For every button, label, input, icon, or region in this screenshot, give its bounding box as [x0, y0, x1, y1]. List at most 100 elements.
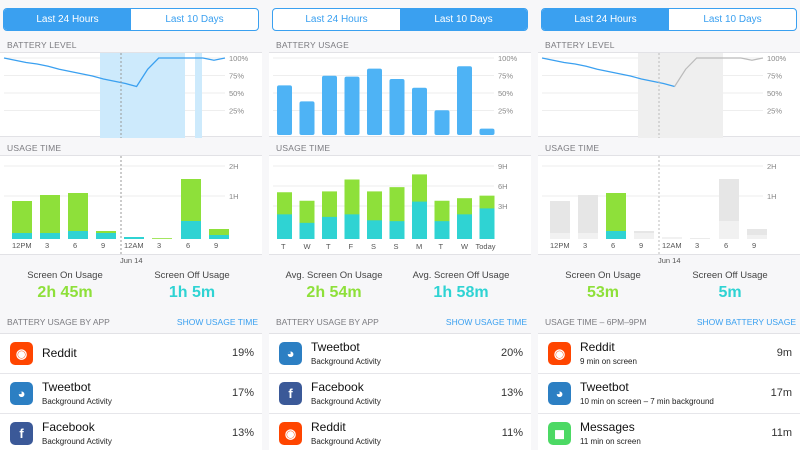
y-tick-label: 3H [498, 202, 508, 211]
battery-chart-svg: 100% 75% 50% 25% [541, 53, 787, 138]
tab-last-10-days[interactable]: Last 10 Days [400, 9, 527, 30]
y-tick-label: 50% [767, 89, 782, 98]
facebook-icon: f [279, 382, 302, 405]
usage-bar-off [68, 231, 88, 239]
app-list-title: BATTERY USAGE BY APP [7, 317, 110, 327]
panel-usage-detail: Last 24 Hours Last 10 Days BATTERY LEVEL 10… [538, 0, 800, 450]
app-row[interactable]: ◉ Reddit Background Activity 11% [269, 414, 531, 450]
app-row[interactable]: f Facebook Background Activity 13% [0, 414, 262, 450]
app-row[interactable]: ◉ Reddit 19% [0, 334, 262, 374]
y-tick-label: 6H [498, 182, 508, 191]
usage-bar-off [747, 235, 767, 239]
tab-last-24-hours[interactable]: Last 24 Hours [4, 9, 131, 30]
y-tick-label: 100% [498, 54, 518, 63]
app-row[interactable]: ◕ Tweetbot Background Activity 17% [0, 374, 262, 414]
battery-chart: 100% 75% 50% 25% [269, 52, 531, 137]
x-tick-label: 6 [73, 241, 77, 250]
battery-section-label: BATTERY LEVEL [545, 40, 615, 50]
usage-bar-off [181, 221, 201, 239]
tab-last-10-days[interactable]: Last 10 Days [703, 14, 762, 25]
battery-line [3, 57, 226, 88]
app-name: Facebook [42, 420, 95, 434]
x-tick-label: 3 [157, 241, 161, 250]
app-list: ◕ Tweetbot Background Activity 20% f Facebook… [269, 333, 531, 450]
app-name: Tweetbot [311, 340, 360, 354]
panel-last-24-hours: Last 24 Hours Last 10 Days BATTERY LEVEL 10… [0, 0, 262, 450]
app-name: Tweetbot [42, 380, 91, 394]
app-name: Reddit [311, 420, 346, 434]
usage-bar-off [124, 237, 144, 239]
usage-bar-off [96, 233, 116, 239]
x-tick-label: T [281, 242, 286, 251]
x-tick-label: 12AM [124, 241, 144, 250]
usage-chart: 2H 1H 12PM 3 6 9 12AM 3 6 9 [538, 155, 800, 256]
x-tick-label: F [349, 242, 354, 251]
app-list-title: USAGE TIME – 6PM–9PM [545, 317, 647, 327]
messages-icon: ◼ [548, 422, 571, 445]
app-value: 9m [776, 347, 792, 359]
range-segmented-control[interactable]: Last 24 Hours Last 10 Days [272, 8, 528, 31]
app-row[interactable]: f Facebook Background Activity 13% [269, 374, 531, 414]
toggle-list-mode-link[interactable]: SHOW BATTERY USAGE [696, 317, 796, 327]
app-list-title: BATTERY USAGE BY APP [276, 317, 379, 327]
toggle-list-mode-link[interactable]: SHOW USAGE TIME [445, 317, 527, 327]
app-row[interactable]: ◼ Messages 11 min on screen 11m [538, 414, 800, 450]
usage-chart-svg: 9H 6H 3H T W T F S S M T W Today [273, 162, 508, 251]
app-row[interactable]: ◕ Tweetbot 10 min on screen – 7 min backgr… [538, 374, 800, 414]
battery-usage-bar [322, 75, 337, 135]
app-list-header: USAGE TIME – 6PM–9PM SHOW BATTERY USAGE [545, 317, 796, 327]
x-tick-label: 9 [101, 241, 105, 250]
toggle-list-mode-link[interactable]: SHOW USAGE TIME [176, 317, 258, 327]
battery-usage-bar [299, 101, 315, 135]
usage-bar-off [322, 216, 337, 239]
x-tick-label: W [304, 242, 312, 251]
usage-chart: 9H 6H 3H T W T F S S M T W Today [269, 155, 531, 255]
y-tick-label: 1H [767, 192, 777, 201]
app-value: 17m [770, 387, 792, 399]
app-subtitle: Background Activity [311, 357, 381, 366]
app-row[interactable]: ◉ Reddit 9 min on screen 9m [538, 334, 800, 374]
app-name: Reddit [42, 346, 77, 360]
x-tick-label: 12PM [12, 241, 32, 250]
usage-bar-off [277, 214, 292, 239]
app-value: 17% [231, 387, 254, 399]
battery-usage-bar [277, 85, 292, 135]
tweetbot-icon: ◕ [10, 382, 33, 405]
usage-bar-on [578, 195, 598, 239]
stat-screen-on-value: 53m [586, 284, 620, 301]
tab-last-10-days[interactable]: Last 10 Days [165, 14, 224, 25]
tab-last-24-hours[interactable]: Last 24 Hours [542, 9, 669, 30]
reddit-icon: ◉ [279, 422, 302, 445]
x-tick-label: 6 [186, 241, 190, 250]
usage-chart-svg: 2H 1H 12PM 3 6 9 12AM 3 6 9 [4, 156, 239, 256]
x-tick-label: 3 [583, 241, 587, 250]
usage-bar-off [389, 221, 405, 239]
usage-bar-on [68, 193, 88, 239]
y-tick-label: 25% [767, 107, 782, 116]
tab-last-24-hours[interactable]: Last 24 Hours [305, 14, 368, 25]
x-tick-label: 12PM [550, 241, 570, 250]
stat-screen-off-value: 1h 58m [433, 284, 489, 301]
y-tick-label: 75% [767, 72, 782, 81]
y-tick-label: 25% [229, 107, 244, 116]
stat-screen-off-label: Avg. Screen Off Usage [412, 270, 510, 281]
app-subtitle: 10 min on screen – 7 min background [580, 397, 714, 406]
usage-bar-on [690, 238, 710, 239]
app-name: Facebook [311, 380, 364, 394]
charging-region [195, 53, 202, 138]
stat-screen-off-value: 5m [718, 284, 742, 301]
range-segmented-control[interactable]: Last 24 Hours Last 10 Days [541, 8, 797, 31]
usage-bar-on [747, 229, 767, 239]
y-tick-label: 25% [498, 107, 513, 116]
battery-chart: 100% 75% 50% 25% [538, 52, 800, 138]
usage-chart-svg: 2H 1H 12PM 3 6 9 12AM 3 6 9 [542, 156, 777, 256]
battery-chart-svg: 100% 75% 50% 25% [273, 54, 518, 135]
app-row[interactable]: ◕ Tweetbot Background Activity 20% [269, 334, 531, 374]
x-tick-label: 9 [752, 241, 756, 250]
range-segmented-control[interactable]: Last 24 Hours Last 10 Days [3, 8, 259, 31]
app-subtitle: Background Activity [311, 437, 381, 446]
app-value: 11m [771, 427, 792, 439]
x-tick-label: 9 [214, 241, 218, 250]
stat-screen-on-value: 2h 54m [306, 284, 362, 301]
x-tick-label: W [461, 242, 469, 251]
